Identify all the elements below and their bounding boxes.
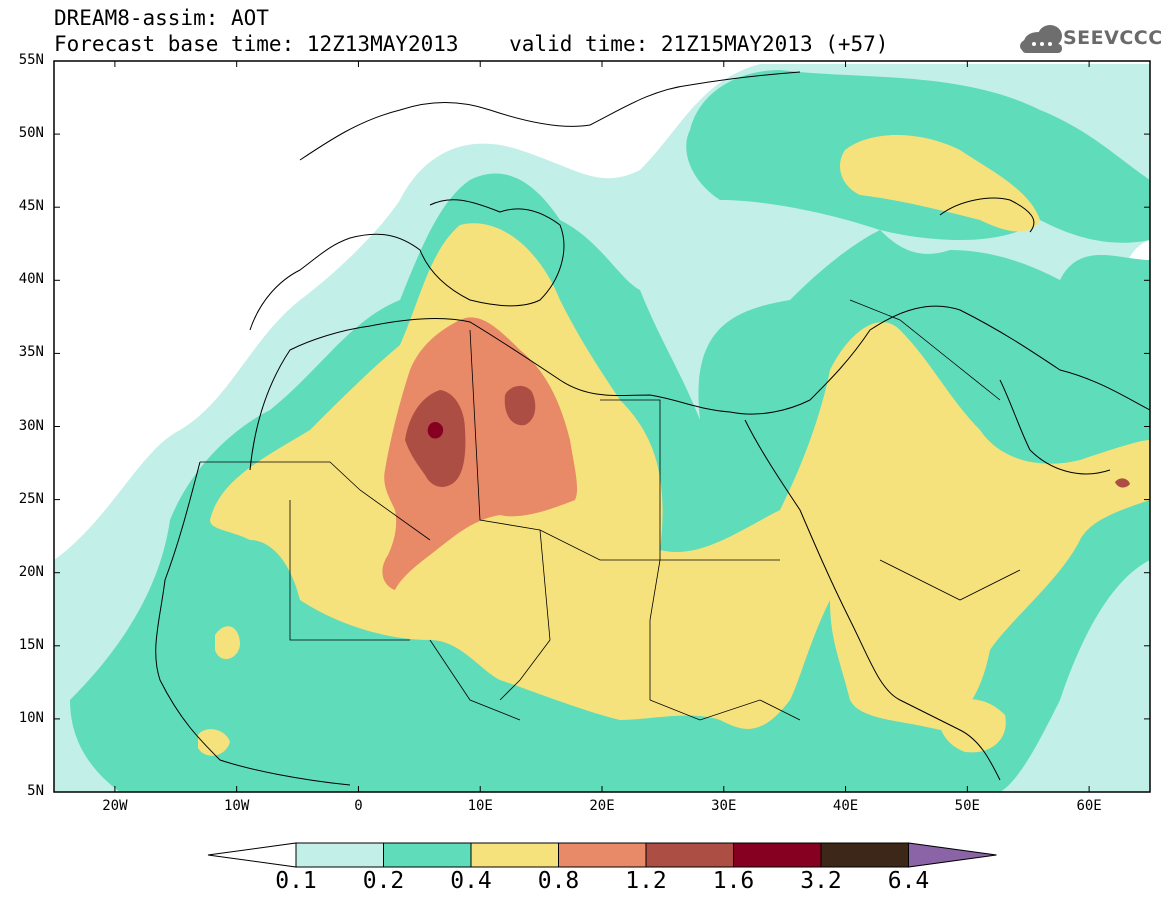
aot-band-1.6 bbox=[427, 422, 444, 439]
seevccc-logo bbox=[1020, 25, 1062, 53]
colorbar-level-label: 0.8 bbox=[537, 868, 580, 894]
lon-label: 0 bbox=[354, 798, 363, 814]
aot-band-1.6-arabia bbox=[1115, 478, 1130, 488]
colorbar-level-label: 0.2 bbox=[362, 868, 405, 894]
aot-band-0.8 bbox=[382, 317, 578, 590]
lon-label: 60E bbox=[1076, 798, 1102, 814]
aot-contours bbox=[54, 64, 1150, 792]
lon-label: 10W bbox=[224, 798, 250, 814]
lat-label: 15N bbox=[18, 636, 44, 653]
lon-label: 40E bbox=[832, 798, 859, 814]
colorbar-level-label: 1.2 bbox=[625, 868, 667, 894]
lat-label: 10N bbox=[18, 709, 44, 726]
lat-label: 45N bbox=[18, 198, 44, 215]
lon-label: 30E bbox=[711, 798, 737, 814]
lat-label: 55N bbox=[18, 52, 44, 68]
axis-ticks bbox=[54, 60, 1150, 793]
aot-band-0.4-somalia bbox=[938, 699, 1006, 753]
aot-band-0.4-sahel bbox=[215, 626, 240, 660]
colorbar-level-label: 1.6 bbox=[712, 868, 755, 894]
lat-label: 40N bbox=[18, 271, 44, 288]
aot-band-0.4-gulf bbox=[198, 729, 230, 756]
colorbar-level-label: 6.4 bbox=[887, 868, 930, 894]
colorbar-level-label: 0.4 bbox=[450, 868, 492, 894]
colorbar-level-label: 0.1 bbox=[275, 868, 317, 894]
lon-label: 20W bbox=[102, 798, 128, 814]
lat-label: 35N bbox=[18, 344, 44, 361]
lon-label: 50E bbox=[954, 798, 980, 814]
lat-label: 5N bbox=[27, 783, 44, 799]
lon-label: 10E bbox=[467, 798, 493, 814]
colorbar-level-label: 3.2 bbox=[800, 868, 842, 894]
aot-band-1.2-east bbox=[504, 385, 536, 426]
aot-band-0.4-caspian bbox=[840, 135, 1040, 232]
logo-text: SEEVCCC bbox=[1063, 27, 1163, 49]
lat-label: 20N bbox=[18, 563, 44, 580]
map-title: DREAM8-assim: AOT bbox=[54, 6, 269, 30]
lat-label: 50N bbox=[18, 125, 44, 142]
forecast-time-subtitle: Forecast base time: 12Z13MAY2013 valid t… bbox=[54, 32, 889, 56]
country-borders bbox=[200, 299, 1021, 721]
lon-label: 20E bbox=[589, 798, 615, 814]
coastlines bbox=[155, 71, 1150, 786]
lat-label: 25N bbox=[18, 490, 44, 507]
lat-label: 30N bbox=[18, 417, 44, 434]
